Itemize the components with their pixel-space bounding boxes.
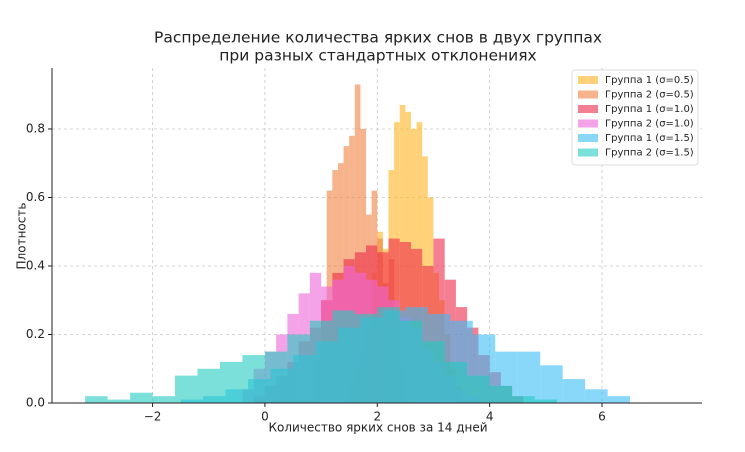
histogram-bar <box>130 392 153 403</box>
histogram-bar <box>540 365 563 403</box>
histogram-bar <box>197 368 220 403</box>
histogram-bar <box>219 361 243 403</box>
histogram-bar <box>242 355 265 403</box>
histogram-bar <box>444 361 468 403</box>
bars <box>85 84 631 404</box>
legend-swatch <box>578 90 598 99</box>
x-tick-label: 6 <box>598 410 606 424</box>
y-tick-label: 0.0 <box>26 396 45 410</box>
axes: −2 0 2 4 6 0.0 0.2 0.4 0.6 0.8 <box>26 68 702 424</box>
legend-label: Группа 1 (σ=1.5) <box>605 133 694 144</box>
histogram-bar <box>377 307 400 403</box>
y-tick-label: 0.8 <box>26 121 45 135</box>
legend-label: Группа 1 (σ=1.0) <box>605 104 694 115</box>
histogram-bar <box>354 84 361 404</box>
histogram-bar <box>585 389 608 403</box>
histogram-bar <box>309 320 333 403</box>
histogram-bar <box>399 320 423 403</box>
x-tick-label: 4 <box>486 410 494 424</box>
legend-swatch <box>578 119 598 128</box>
histogram-bar <box>489 385 513 403</box>
histogram-bar <box>264 351 288 403</box>
legend-swatch <box>578 105 598 113</box>
histogram-bar <box>517 351 541 403</box>
histogram-bar <box>287 334 310 403</box>
x-tick-label: −2 <box>144 410 162 424</box>
histogram-bar <box>467 375 490 403</box>
legend-label: Группа 2 (σ=1.0) <box>605 119 694 130</box>
histogram-bar <box>85 396 108 403</box>
histogram-bar <box>607 396 631 403</box>
histogram-bar <box>422 341 445 403</box>
legend-label: Группа 2 (σ=0.5) <box>605 90 694 101</box>
x-axis-label: Количество ярких снов за 14 дней <box>268 421 487 435</box>
legend-label: Группа 1 (σ=0.5) <box>605 75 694 86</box>
legend-swatch <box>578 148 598 157</box>
legend-swatch <box>578 134 598 142</box>
histogram-bar <box>107 399 131 403</box>
histogram-bar <box>332 310 355 403</box>
x-tick-label: 2 <box>373 410 381 424</box>
histogram-bar <box>354 313 378 403</box>
histogram-bar <box>152 396 176 403</box>
histogram-bar <box>534 399 558 403</box>
legend-swatch <box>578 76 598 84</box>
histogram-bar <box>562 379 586 403</box>
legend-label: Группа 2 (σ=1.5) <box>605 148 694 159</box>
y-tick-label: 0.6 <box>26 190 45 204</box>
histogram-bar <box>175 375 198 403</box>
legend-box <box>571 69 699 166</box>
chart-title: Распределение количества ярких снов в дв… <box>154 29 602 47</box>
legend: Группа 1 (σ=0.5) Группа 2 (σ=0.5) Группа 1… <box>571 69 699 166</box>
chart-title: при разных стандартных отклонениях <box>219 47 536 65</box>
y-tick-label: 0.2 <box>26 327 45 341</box>
y-axis-label: Плотность <box>15 203 29 270</box>
histogram-bar <box>512 396 535 403</box>
x-tick-label: 0 <box>261 410 269 424</box>
y-tick-label: 0.4 <box>26 258 45 272</box>
